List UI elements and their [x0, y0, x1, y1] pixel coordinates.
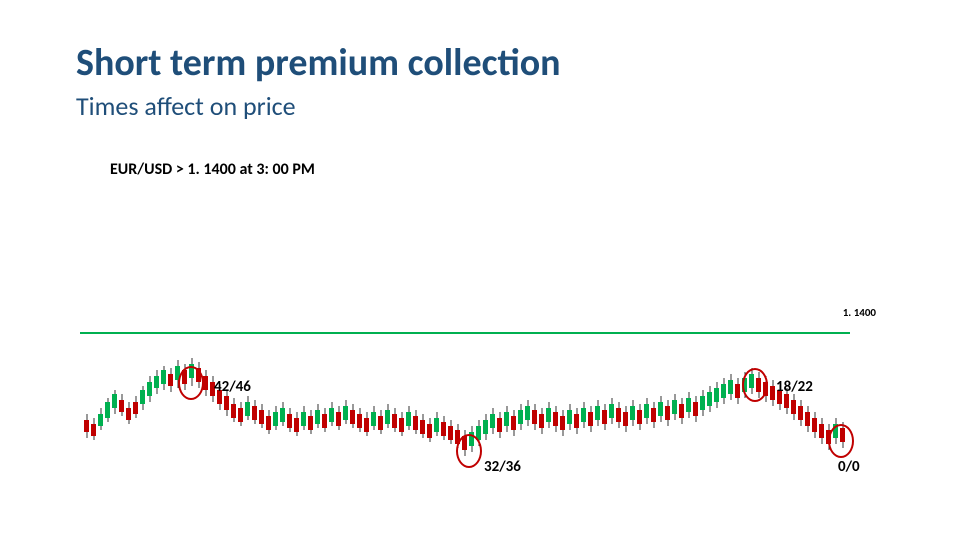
- candle: [315, 290, 320, 470]
- candle: [266, 290, 271, 470]
- candle: [525, 290, 530, 470]
- candle: [651, 290, 656, 470]
- candle: [560, 290, 565, 470]
- candle: [714, 290, 719, 470]
- candle: [91, 290, 96, 470]
- candle: [273, 290, 278, 470]
- candlestick-chart: 1. 1400 42/4632/3618/220/0: [80, 290, 880, 490]
- annotation-ellipse: [178, 366, 204, 400]
- candle: [721, 290, 726, 470]
- candle: [287, 290, 292, 470]
- candle: [574, 290, 579, 470]
- page-title: Short term premium collection: [76, 40, 561, 86]
- candle: [511, 290, 516, 470]
- candle: [385, 290, 390, 470]
- candle: [105, 290, 110, 470]
- candle: [140, 290, 145, 470]
- candle: [371, 290, 376, 470]
- candle: [686, 290, 691, 470]
- candle: [427, 290, 432, 470]
- candle: [616, 290, 621, 470]
- candle: [329, 290, 334, 470]
- candle: [602, 290, 607, 470]
- candle: [553, 290, 558, 470]
- candle: [637, 290, 642, 470]
- candle: [392, 290, 397, 470]
- candle: [399, 290, 404, 470]
- candle: [98, 290, 103, 470]
- candle: [434, 290, 439, 470]
- annotation-label: 42/46: [214, 378, 251, 396]
- candle: [168, 290, 173, 470]
- candle: [518, 290, 523, 470]
- candle: [693, 290, 698, 470]
- annotation-label: 18/22: [776, 378, 813, 396]
- candle: [644, 290, 649, 470]
- candle: [84, 290, 89, 470]
- candle: [161, 290, 166, 470]
- annotation-ellipse: [456, 434, 482, 468]
- candle: [364, 290, 369, 470]
- candle: [252, 290, 257, 470]
- candle: [413, 290, 418, 470]
- candle: [490, 290, 495, 470]
- candle: [294, 290, 299, 470]
- candle: [483, 290, 488, 470]
- candle: [154, 290, 159, 470]
- candle: [588, 290, 593, 470]
- candle: [595, 290, 600, 470]
- candle: [259, 290, 264, 470]
- candle: [623, 290, 628, 470]
- candle: [343, 290, 348, 470]
- candle: [322, 290, 327, 470]
- candle: [679, 290, 684, 470]
- candle: [504, 290, 509, 470]
- candle: [441, 290, 446, 470]
- page-subtitle: Times affect on price: [76, 90, 296, 122]
- annotation-label: 32/36: [484, 458, 521, 476]
- candle: [728, 290, 733, 470]
- annotation-ellipse: [828, 424, 854, 458]
- candle: [735, 290, 740, 470]
- candle: [112, 290, 117, 470]
- candle: [532, 290, 537, 470]
- candle: [546, 290, 551, 470]
- candle: [133, 290, 138, 470]
- annotation-ellipse: [742, 368, 768, 402]
- candle: [420, 290, 425, 470]
- candle: [378, 290, 383, 470]
- candle: [665, 290, 670, 470]
- candle: [658, 290, 663, 470]
- candle: [147, 290, 152, 470]
- candle: [126, 290, 131, 470]
- candle: [581, 290, 586, 470]
- candle: [308, 290, 313, 470]
- candle: [357, 290, 362, 470]
- candle: [672, 290, 677, 470]
- annotation-label: 0/0: [838, 458, 860, 476]
- slide: Short term premium collection Times affe…: [0, 0, 960, 540]
- candle: [301, 290, 306, 470]
- candle: [406, 290, 411, 470]
- candle: [630, 290, 635, 470]
- instrument-label: EUR/USD > 1. 1400 at 3: 00 PM: [110, 160, 315, 179]
- candle: [819, 290, 824, 470]
- candle: [497, 290, 502, 470]
- candle: [448, 290, 453, 470]
- candle: [609, 290, 614, 470]
- candle: [280, 290, 285, 470]
- candle: [707, 290, 712, 470]
- candle: [567, 290, 572, 470]
- candle: [539, 290, 544, 470]
- candle: [350, 290, 355, 470]
- candle: [119, 290, 124, 470]
- candle: [336, 290, 341, 470]
- candle: [770, 290, 775, 470]
- candle: [700, 290, 705, 470]
